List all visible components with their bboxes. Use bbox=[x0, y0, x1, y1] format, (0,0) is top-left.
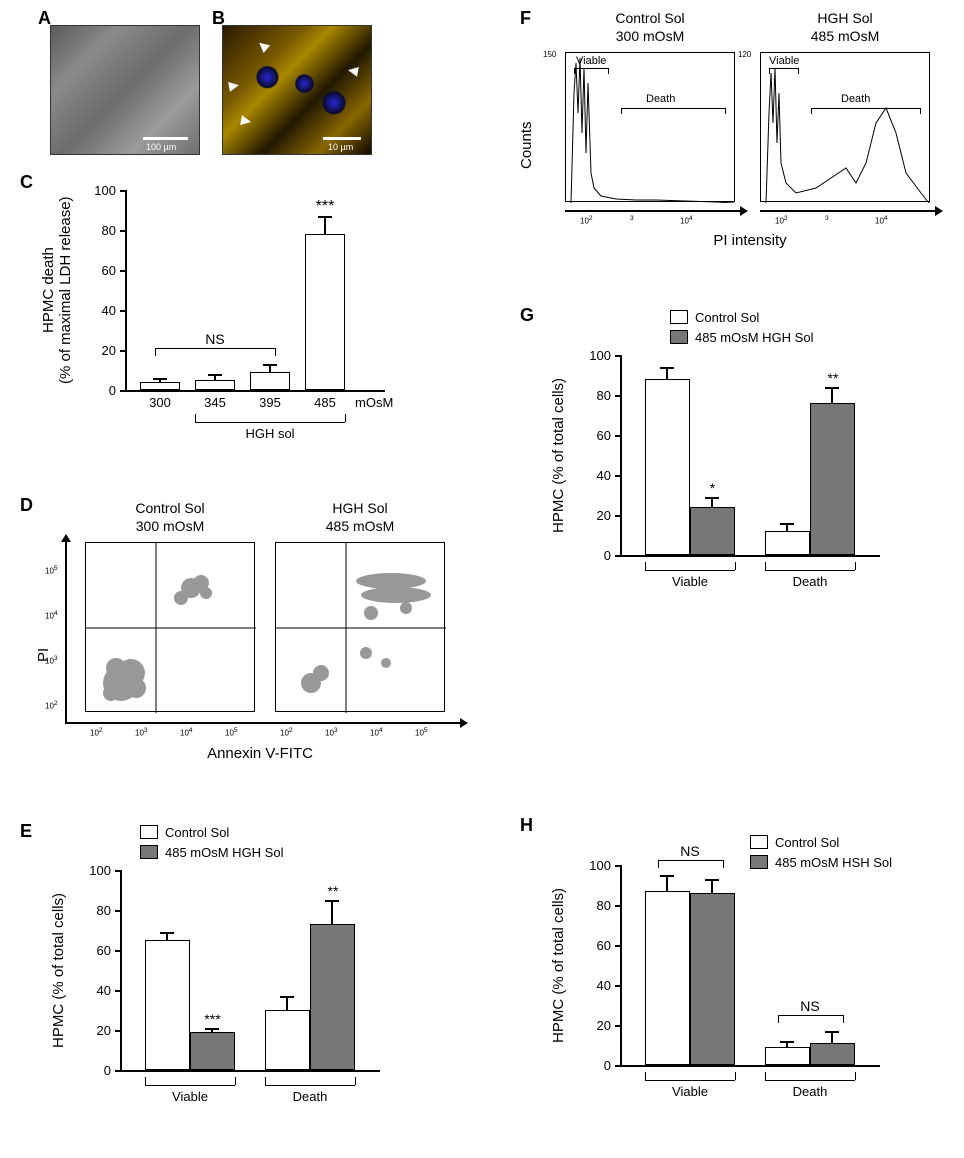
chartG-group-1: Death bbox=[775, 574, 845, 589]
chartH-group-0: Viable bbox=[655, 1084, 725, 1099]
chart-h: Control Sol 485 mOsM HSH Sol 0 20 40 60 … bbox=[540, 820, 940, 1140]
chartD-right-title2: 485 mOsM bbox=[275, 518, 445, 534]
chartH-ns-1: NS bbox=[795, 998, 825, 1014]
chartC-sig: *** bbox=[310, 198, 340, 216]
chartF-lt1: Control Sol bbox=[565, 10, 735, 26]
chart-e: Control Sol 485 mOsM HGH Sol 0 20 40 60 … bbox=[40, 825, 440, 1145]
chartH-legend-1: 485 mOsM HSH Sol bbox=[775, 855, 892, 870]
chartE-bar bbox=[190, 1032, 235, 1070]
arrow-icon bbox=[240, 115, 252, 127]
chartF-lt2: 300 mOsM bbox=[565, 28, 735, 44]
chartE-group-0: Viable bbox=[155, 1089, 225, 1104]
chartE-bar bbox=[310, 924, 355, 1070]
chartE-sig-0: *** bbox=[195, 1011, 230, 1027]
chartE-bar bbox=[145, 940, 190, 1070]
chartE-sig-1: ** bbox=[318, 883, 348, 899]
chartF-rt2: 485 mOsM bbox=[760, 28, 930, 44]
chartC-bar-395 bbox=[250, 372, 290, 390]
chartC-ns: NS bbox=[190, 331, 240, 347]
arrow-icon bbox=[347, 65, 359, 77]
chartD-left-title2: 300 mOsM bbox=[85, 518, 255, 534]
chartH-ns-0: NS bbox=[675, 843, 705, 859]
chartF-gate-viable: Viable bbox=[576, 55, 606, 67]
panel-label-h: H bbox=[520, 815, 533, 836]
chartD-right-title1: HGH Sol bbox=[275, 500, 445, 516]
chartC-cat: 395 bbox=[250, 395, 290, 410]
chart-g: Control Sol 485 mOsM HGH Sol 0 20 40 60 … bbox=[540, 310, 940, 630]
chart-d: PI Control Sol 300 mOsM HGH Sol 485 mOsM bbox=[30, 500, 470, 800]
chartF-xlabel: PI intensity bbox=[680, 232, 820, 249]
scalebar-text-a: 100 µm bbox=[146, 142, 176, 152]
scalebar-text-b: 10 µm bbox=[328, 142, 353, 152]
chartH-ylabel: HPMC (% of total cells) bbox=[550, 865, 567, 1065]
chartG-group-0: Viable bbox=[655, 574, 725, 589]
chartD-scatter-left bbox=[85, 542, 255, 712]
chartG-legend-0: Control Sol bbox=[695, 310, 759, 325]
chartG-legend-1: 485 mOsM HGH Sol bbox=[695, 330, 813, 345]
chartC-unit: mOsM bbox=[355, 395, 415, 410]
chartC-cat: 345 bbox=[195, 395, 235, 410]
arrow-icon bbox=[228, 80, 240, 92]
chartC-bar-485 bbox=[305, 234, 345, 390]
chartF-left-ymax: 150 bbox=[543, 50, 556, 59]
micrograph-b: 10 µm bbox=[222, 25, 372, 155]
chartE-bar bbox=[265, 1010, 310, 1070]
chartG-sig-0: * bbox=[700, 480, 725, 496]
scalebar-b bbox=[323, 137, 361, 140]
chartD-scatter-right bbox=[275, 542, 445, 712]
chartF-rt1: HGH Sol bbox=[760, 10, 930, 26]
chartH-legend-0: Control Sol bbox=[775, 835, 839, 850]
chartC-bracket-label: HGH sol bbox=[220, 426, 320, 441]
panel-label-g: G bbox=[520, 305, 534, 326]
chartF-gate-viable2: Viable bbox=[769, 55, 799, 67]
chartC-cat: 485 bbox=[305, 395, 345, 410]
chart-f: Counts Control Sol 300 mOsM HGH Sol 485 … bbox=[510, 10, 950, 280]
figure-root: A B C D E F G H 100 µm 10 µm 0 20 40 60 … bbox=[0, 0, 964, 1158]
chartF-gate-death2: Death bbox=[841, 93, 870, 105]
chart-c: 0 20 40 60 80 100 HPMC death(% of maxima… bbox=[40, 180, 420, 480]
chartC-ylabel: HPMC death(% of maximal LDH release) bbox=[40, 190, 74, 390]
arrow-icon bbox=[256, 39, 270, 53]
chartC-bar-345 bbox=[195, 380, 235, 390]
chartG-sig-1: ** bbox=[818, 370, 848, 386]
chartF-gate-death: Death bbox=[646, 93, 675, 105]
chartD-xlabel: Annexin V-FITC bbox=[170, 745, 350, 762]
chartH-group-1: Death bbox=[775, 1084, 845, 1099]
micrograph-a: 100 µm bbox=[50, 25, 200, 155]
scalebar-a bbox=[143, 137, 188, 140]
chartC-cat: 300 bbox=[140, 395, 180, 410]
chartE-legend-1: 485 mOsM HGH Sol bbox=[165, 845, 283, 860]
chartE-legend-0: Control Sol bbox=[165, 825, 229, 840]
chartF-ylabel: Counts bbox=[518, 70, 535, 220]
chartE-group-1: Death bbox=[275, 1089, 345, 1104]
chartE-ylabel: HPMC (% of total cells) bbox=[50, 870, 67, 1070]
chartG-ylabel: HPMC (% of total cells) bbox=[550, 355, 567, 555]
panel-label-c: C bbox=[20, 172, 33, 193]
panel-label-e: E bbox=[20, 821, 32, 842]
chartC-bar-300 bbox=[140, 382, 180, 390]
chartF-right-ymax: 120 bbox=[738, 50, 751, 59]
chartD-left-title1: Control Sol bbox=[85, 500, 255, 516]
